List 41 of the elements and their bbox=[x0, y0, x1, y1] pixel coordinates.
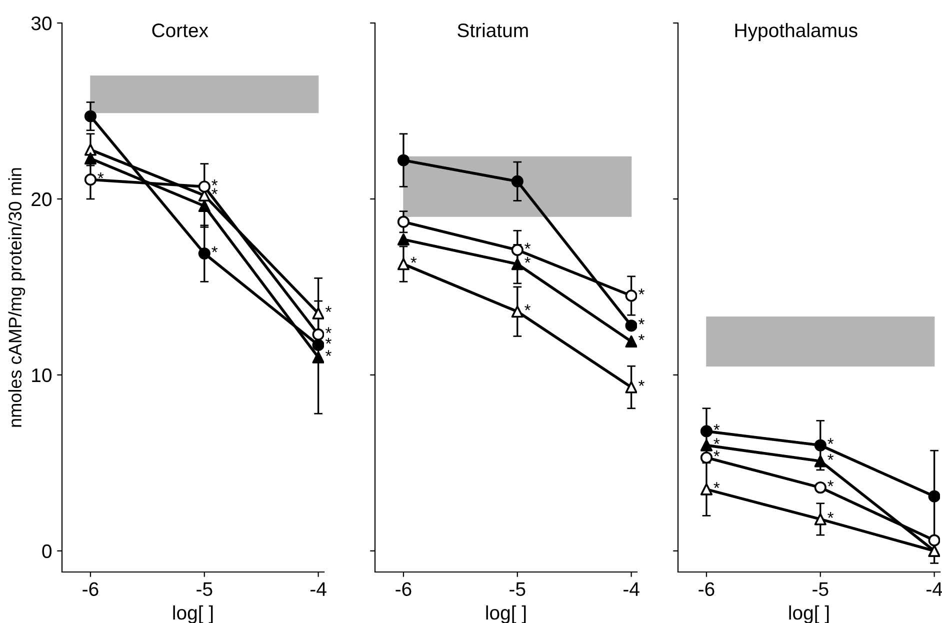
chart-title: Cortex bbox=[152, 24, 208, 38]
x-tick-label: -4 bbox=[310, 582, 326, 596]
annotation: * bbox=[714, 438, 720, 444]
y-tick-label: 0 bbox=[42, 544, 52, 558]
annotation: * bbox=[828, 454, 834, 460]
y-tick-label: 10 bbox=[32, 368, 52, 382]
y-axis-title: nmoles cAMP/mg protein/30 min bbox=[8, 168, 26, 427]
annotation: * bbox=[714, 450, 720, 456]
annotation: * bbox=[828, 480, 834, 486]
x-tick-label: -5 bbox=[510, 582, 526, 596]
chart-title: Striatum bbox=[458, 23, 528, 38]
annotation: * bbox=[714, 482, 720, 488]
annotation: * bbox=[212, 188, 218, 194]
annotation: * bbox=[638, 380, 644, 386]
x-tick-label: -5 bbox=[196, 582, 212, 596]
annotation: * bbox=[714, 424, 720, 430]
y-tick-label: 30 bbox=[31, 16, 52, 30]
annotation: * bbox=[326, 350, 332, 356]
annotation: * bbox=[524, 242, 531, 249]
annotation: * bbox=[326, 306, 332, 312]
x-tick-label: -4 bbox=[926, 582, 942, 596]
annotation: * bbox=[326, 327, 332, 334]
x-tick-label: -6 bbox=[698, 582, 714, 596]
annotation: * bbox=[326, 338, 332, 344]
x-tick-label: -4 bbox=[624, 582, 640, 596]
annotation: * bbox=[638, 334, 644, 340]
annotation: * bbox=[638, 318, 644, 324]
annotation: * bbox=[828, 512, 834, 518]
annotation: * bbox=[638, 288, 644, 294]
annotation: * bbox=[828, 438, 834, 444]
annotation: * bbox=[524, 304, 531, 310]
x-tick-label: -6 bbox=[396, 582, 412, 596]
annotation: * bbox=[410, 256, 417, 263]
annotation: * bbox=[524, 256, 531, 263]
annotation: * bbox=[212, 179, 218, 186]
x-tick-label: -5 bbox=[812, 582, 828, 596]
annotation: * bbox=[212, 246, 218, 252]
y-tick-label: 20 bbox=[32, 192, 52, 206]
chart-title: Hypothalamus bbox=[735, 23, 858, 42]
x-tick-label: -6 bbox=[82, 582, 98, 596]
annotation: * bbox=[98, 172, 104, 178]
